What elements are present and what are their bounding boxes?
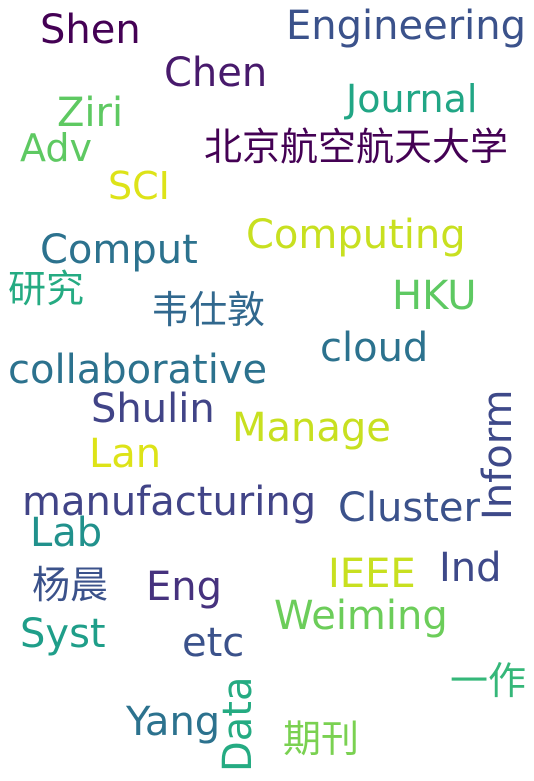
word-research: 研究	[8, 267, 85, 311]
word-ind: Ind	[439, 545, 502, 591]
word-data: Data	[215, 676, 261, 772]
word-eng: Eng	[146, 564, 223, 610]
word-collaborative: collaborative	[8, 347, 268, 393]
word-engineering: Engineering	[286, 3, 526, 49]
word-adv: Adv	[20, 126, 92, 170]
word-syst: Syst	[20, 611, 106, 657]
word-chen: Chen	[164, 50, 268, 96]
word-ziri: Ziri	[57, 90, 124, 136]
word-sci: SCI	[108, 164, 170, 208]
word-cluster: Cluster	[338, 485, 480, 531]
word-comput: Comput	[40, 227, 198, 273]
word-manage: Manage	[232, 405, 391, 451]
word-hku: HKU	[392, 273, 477, 319]
word-cloud-text: cloud	[320, 325, 429, 371]
word-lab: Lab	[30, 510, 103, 556]
word-periodical: 期刊	[283, 717, 360, 761]
word-beihang: 北京航空航天大学	[204, 125, 509, 169]
word-ieee: IEEE	[328, 551, 416, 597]
word-weishidun: 韦仕敦	[151, 288, 266, 332]
word-lan: Lan	[89, 431, 162, 477]
word-journal: Journal	[346, 77, 478, 121]
word-shulin: Shulin	[91, 386, 215, 432]
word-etc: etc	[182, 620, 245, 666]
word-yang: Yang	[126, 699, 221, 745]
word-manufacturing: manufacturing	[22, 479, 317, 525]
word-inform: Inform	[475, 389, 521, 520]
word-yangchen: 杨晨	[32, 563, 109, 607]
word-computing: Computing	[246, 212, 466, 258]
word-shen: Shen	[40, 7, 141, 53]
word-weiming: Weiming	[274, 593, 448, 639]
word-first-author: 一作	[450, 659, 527, 703]
